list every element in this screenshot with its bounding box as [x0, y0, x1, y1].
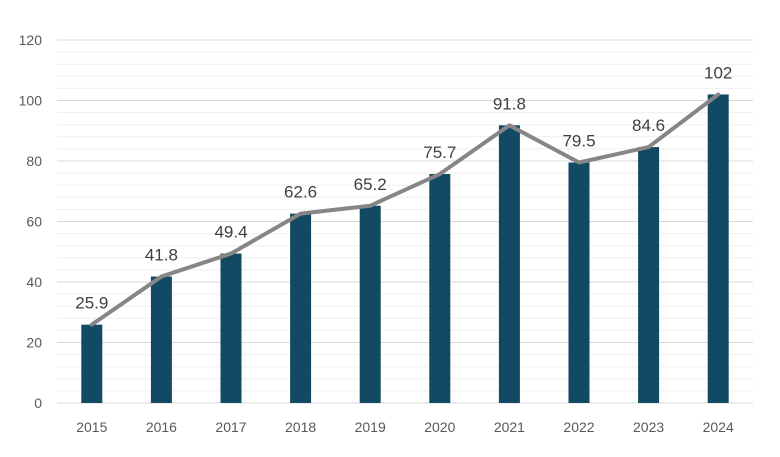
data-label-2017: 49.4: [214, 223, 247, 242]
data-label-2015: 25.9: [75, 294, 108, 313]
y-axis-ticks: 0 20 40 60 80 100 120: [19, 32, 43, 411]
x-tick-label: 2018: [285, 419, 316, 435]
bar-2017: [220, 253, 242, 403]
y-tick-label: 0: [34, 395, 42, 411]
x-tick-label: 2023: [633, 419, 664, 435]
x-tick-label: 2017: [215, 419, 246, 435]
data-label-2021: 91.8: [493, 94, 526, 113]
y-tick-label: 40: [26, 274, 42, 290]
y-tick-label: 120: [19, 32, 43, 48]
data-labels: 25.9 41.8 49.4 62.6 65.2 75.7 91.8 79.5 84.6 102: [75, 63, 732, 312]
x-axis-ticks: 2015 2016 2017 2018 2019 2020 2021 2022 2023 2024: [76, 419, 734, 435]
data-label-2024: 102: [704, 63, 732, 82]
grid: [57, 39, 753, 404]
data-label-2023: 84.6: [632, 116, 665, 135]
bar-2021: [498, 125, 520, 404]
bar-2018: [290, 213, 312, 403]
x-tick-label: 2019: [355, 419, 386, 435]
y-tick-label: 100: [19, 93, 43, 109]
data-label-2018: 62.6: [284, 183, 317, 202]
y-tick-label: 60: [26, 214, 42, 230]
bars: [81, 94, 729, 404]
data-label-2019: 65.2: [354, 175, 387, 194]
x-tick-label: 2022: [563, 419, 594, 435]
bar-2022: [568, 162, 590, 403]
bar-2016: [150, 276, 172, 403]
bar-2015: [81, 324, 103, 403]
data-label-2022: 79.5: [562, 132, 595, 151]
y-tick-label: 20: [26, 335, 42, 351]
trend-line-group: [89, 92, 721, 327]
bar-2023: [638, 147, 660, 403]
x-tick-label: 2016: [146, 419, 177, 435]
x-tick-label: 2024: [703, 419, 734, 435]
bar-2019: [359, 205, 381, 403]
trend-line: [89, 92, 721, 327]
data-label-2020: 75.7: [423, 143, 456, 162]
y-tick-label: 80: [26, 153, 42, 169]
x-tick-label: 2020: [424, 419, 455, 435]
x-tick-label: 2015: [76, 419, 107, 435]
bar-2024: [707, 94, 729, 403]
x-tick-label: 2021: [494, 419, 525, 435]
data-label-2016: 41.8: [145, 246, 178, 265]
bar-2020: [429, 174, 451, 403]
